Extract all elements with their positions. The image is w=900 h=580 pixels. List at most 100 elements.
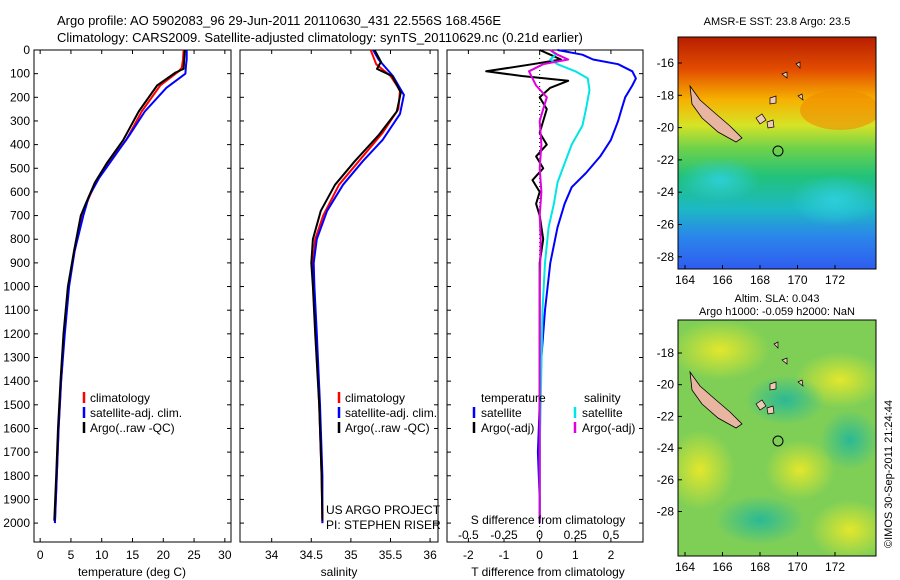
difference-axes: -2 -1 0 1 2 [447,49,643,562]
sla-map-frame [677,319,877,557]
lon-tick-label: 168 [750,560,770,574]
x-tick-label: 35 [344,548,358,562]
legend-label-sal-satellite: satellite [582,406,623,420]
lat-tick-label: -28 [657,250,675,264]
loyalty-islands [755,61,804,129]
y-tick-label: 1300 [3,351,30,365]
y-tick-label: 800 [10,232,30,246]
x2-tick-label: 0 [536,528,543,542]
y-tick-label: 1900 [3,492,30,506]
argo-float-marker [772,145,784,157]
y-tick-label: 400 [10,138,30,152]
project-annotation: US ARGO PROJECT [326,503,441,517]
x2-tick-label: -0.5 [458,528,479,542]
x-tick-label: 30 [218,548,232,562]
lat-tick-label: -22 [657,153,675,167]
argo-float-marker [772,435,784,447]
pi-annotation: PI: STEPHEN RISER [326,518,441,532]
series-line-salinity-argo-adj- [528,49,570,524]
x-tick-label: 5 [68,548,75,562]
y-tick-label: 1500 [3,398,30,412]
sla-map-ticks: 164 166 168 170 172 -18 -20 -22 -24 -26 -28 [657,346,846,574]
loyalty-islands [755,341,804,415]
legend-label-temp-argo: Argo(-adj) [481,421,534,435]
sla-feature [765,440,835,500]
sla-map-title-line2: Argo h1000: -0.059 h2000: NaN [699,306,855,318]
lat-tick-label: -18 [657,346,675,360]
x-tick-label: 0 [536,548,543,562]
lat-tick-label: -16 [657,56,675,70]
lon-tick-label: 166 [712,560,732,574]
y-tick-label: 1400 [3,374,30,388]
sst-map-ticks: 164 166 168 170 172 -16 -18 -20 -22 -24 -26 -28 [657,56,846,287]
x-tick-label: 1 [572,548,579,562]
difference-salinity-tick-labels: -0.5 -0.25 0 0.25 0.5 [458,528,620,542]
sst-map [678,37,876,269]
temperature-legend: climatology satellite-adj. clim. Argo(..… [82,391,182,435]
lat-tick-label: -20 [657,378,675,392]
sla-feature [678,430,735,510]
x-tick-label: 36 [423,548,437,562]
y-tick-label: 100 [10,67,30,81]
x-tick-label: 2 [608,548,615,562]
sst-field [678,37,876,269]
y-tick-label: 900 [10,256,30,270]
sst-feature [800,90,876,130]
legend-header-temperature: temperature [481,391,546,405]
y-tick-label: 1600 [3,421,30,435]
series-line-salinity-satellite [538,49,591,524]
x-tick-label: 15 [126,548,140,562]
series-line-argo-raw-qc- [310,49,402,521]
y-tick-label: 300 [10,114,30,128]
difference-panel-frame [446,49,644,543]
lon-tick-label: 172 [825,273,845,287]
lon-tick-label: 170 [787,273,807,287]
x2-tick-label: 0.5 [603,528,620,542]
y-tick-label: 1100 [4,303,30,317]
lat-tick-label: -26 [657,473,675,487]
salinity-legend: climatology satellite-adj. clim. Argo(..… [337,391,437,435]
x-tick-label: 0 [37,548,44,562]
legend-label-argo: Argo(..raw -QC) [345,421,430,435]
lon-tick-label: 166 [712,273,732,287]
series-line-satellite-adj-clim- [312,49,405,524]
difference-legend: temperature salinity satellite Argo(-adj… [472,391,635,435]
lat-tick-label: -28 [657,505,675,519]
sla-map-title-line1: Altim. SLA: 0.043 [735,293,820,305]
x-tick-label: -2 [463,548,474,562]
legend-label-climatology: climatology [345,391,405,405]
y-tick-label: 1800 [3,469,30,483]
x2-tick-label: -0.25 [490,528,518,542]
sla-feature [745,375,825,425]
legend-label-satellite: satellite-adj. clim. [345,406,437,420]
legend-label-satellite: satellite-adj. clim. [90,406,182,420]
x-tick-label: 34.5 [300,548,324,562]
x-tick-label: -1 [499,548,510,562]
sla-map [678,320,876,556]
y-tick-label: 1700 [3,445,30,459]
x-tick-label: 10 [95,548,109,562]
sla-feature [820,410,876,470]
sla-feature [678,320,770,380]
new-caledonia-island [689,370,743,429]
series-line-temperature-argo-adj- [485,49,570,524]
figure-title-line1: Argo profile: AO 5902083_96 29-Jun-2011 … [57,13,501,28]
temperature-axes: 0100200300400500600700800900100011001200… [3,43,232,562]
lat-tick-label: -18 [657,88,675,102]
salinity-panel-frame [239,49,439,543]
legend-label-sal-argo: Argo(-adj) [582,421,635,435]
temperature-xlabel: temperature (deg C) [78,565,186,579]
x2-tick-label: 0.25 [564,528,588,542]
legend-header-salinity: salinity [584,391,621,405]
y-tick-label: 700 [10,209,30,223]
x-tick-label: 35.5 [379,548,403,562]
x-tick-label: 25 [187,548,201,562]
sst-feature [680,158,760,202]
sla-feature [810,500,876,556]
sst-map-title: AMSR-E SST: 23.8 Argo: 23.5 [704,16,851,28]
imos-credit: ©IMOS 30-Sep-2011 21:24:44 [883,400,895,548]
lat-tick-label: -22 [657,409,675,423]
figure-title-line2: Climatology: CARS2009. Satellite-adjuste… [57,30,583,45]
legend-label-temp-satellite: satellite [481,406,522,420]
